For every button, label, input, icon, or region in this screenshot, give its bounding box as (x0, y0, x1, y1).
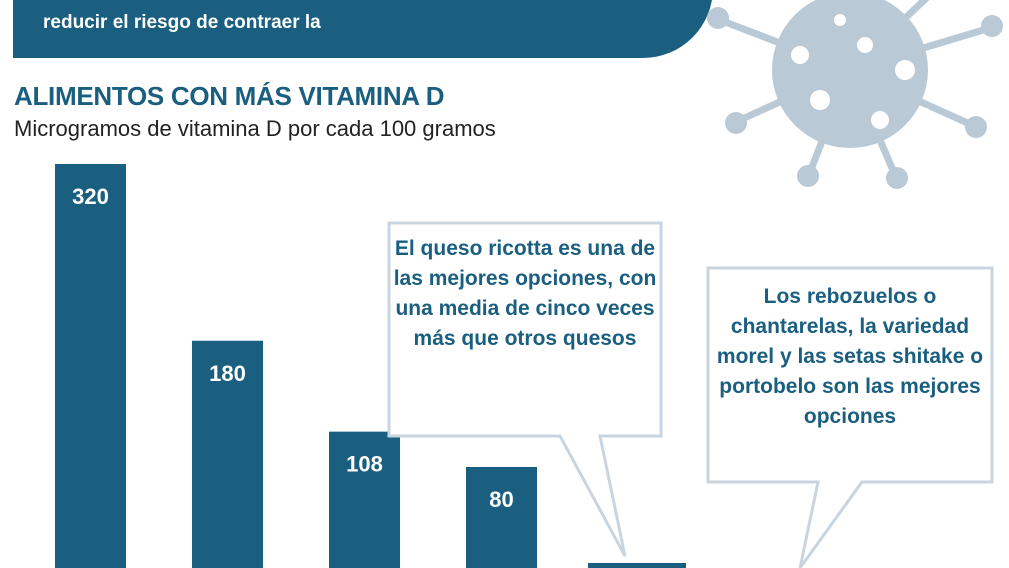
banner-line-1: reducir el riesgo de contraer la (43, 12, 321, 33)
bar-2 (329, 431, 400, 568)
bar-label-1: 180 (209, 361, 246, 386)
bar-1 (192, 340, 263, 568)
callout-mushrooms: Los rebozuelos o chantarelas, la varieda… (716, 285, 984, 428)
bar-label-0: 320 (72, 184, 109, 209)
bar-label-3: 80 (489, 487, 513, 512)
bar-partial (588, 563, 686, 568)
callout-shapes (387, 221, 994, 568)
coronavirus-icon (707, 0, 1003, 189)
bar-0 (55, 164, 126, 568)
bar-label-2: 108 (346, 452, 383, 477)
callout-box-mushrooms (706, 266, 994, 568)
callout-ricotta: El queso ricotta es una de las mejores o… (393, 237, 657, 350)
header-banner: reducir el riesgo de contraer la Covid-1… (13, 0, 713, 79)
chart-subtitle: Microgramos de vitamina D por cada 100 g… (14, 116, 496, 141)
bars-group: 320 180 108 80 (55, 164, 686, 568)
banner-text: reducir el riesgo de contraer la Covid-1… (43, 0, 321, 103)
banner-line-2: Covid-19 en un 54% (43, 58, 223, 79)
chart-title: ALIMENTOS CON MÁS VITAMINA D (14, 81, 445, 111)
callout-box-ricotta (387, 221, 663, 557)
bar-3 (466, 467, 537, 568)
